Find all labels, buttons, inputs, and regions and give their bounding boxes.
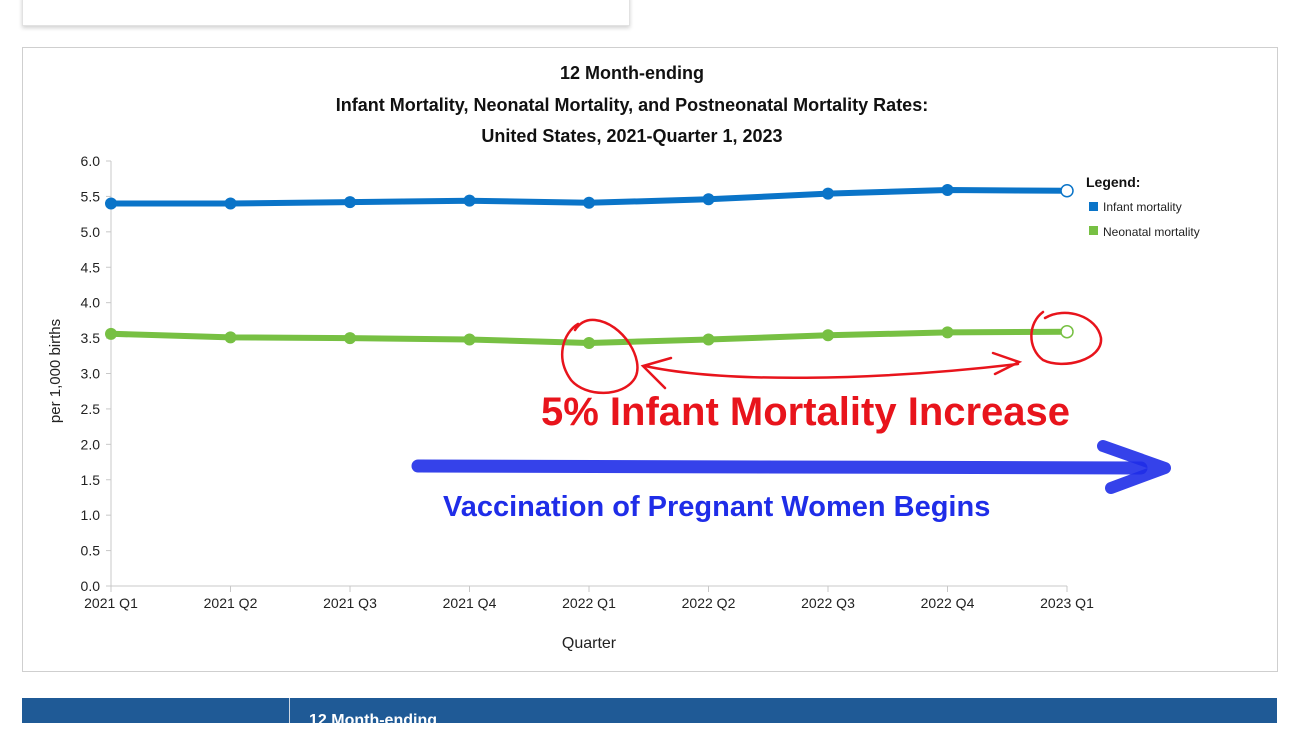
table-header-cell: 12 Month-ending	[309, 712, 437, 729]
x-tick-label: 2022 Q4	[921, 595, 975, 611]
data-point	[941, 326, 954, 339]
x-tick-label: 2021 Q2	[204, 595, 258, 611]
table-header-bar: 12 Month-ending	[22, 698, 1277, 729]
data-point	[344, 196, 356, 209]
x-tick-label: 2022 Q3	[801, 595, 855, 611]
y-tick-label: 2.0	[81, 436, 101, 452]
x-axis-label: Quarter	[562, 635, 617, 652]
top-card	[22, 0, 630, 26]
red-annotation	[561, 310, 1103, 395]
y-axis-label: per 1,000 births	[47, 319, 64, 423]
x-tick-label: 2022 Q1	[562, 595, 616, 611]
y-tick-label: 5.5	[81, 188, 101, 204]
x-tick-label: 2021 Q1	[84, 595, 138, 611]
data-point	[702, 193, 715, 206]
y-tick-label: 4.0	[81, 295, 101, 311]
legend-swatch-infant	[1089, 202, 1098, 211]
legend-title: Legend:	[1086, 174, 1140, 190]
x-tick-label: 2021 Q3	[323, 595, 377, 611]
chart-subtitle-line-1: Infant Mortality, Neonatal Mortality, an…	[336, 95, 928, 115]
data-point	[344, 332, 356, 345]
y-tick-label: 3.0	[81, 366, 101, 382]
chart-title: 12 Month-ending	[560, 63, 704, 83]
red-arrowhead-right	[991, 351, 1023, 376]
x-tick-label: 2021 Q4	[443, 595, 497, 611]
blue-annotation-text: Vaccination of Pregnant Women Begins	[443, 491, 990, 523]
series-layer	[105, 184, 1074, 350]
y-tick-label: 1.5	[81, 472, 101, 488]
legend-label-infant: Infant mortality	[1103, 200, 1182, 214]
y-tick-label: 4.5	[81, 259, 101, 275]
red-annotation-text: 5% Infant Mortality Increase	[541, 390, 1070, 434]
legend-swatch-neonatal	[1089, 226, 1098, 235]
chart-card: 12 Month-ending Infant Mortality, Neonat…	[22, 47, 1278, 672]
table-header-divider	[289, 698, 290, 723]
data-point	[463, 333, 476, 346]
data-point	[1060, 184, 1074, 198]
y-tick-label: 1.0	[81, 507, 101, 523]
axes: 0.0 0.5 1.0 1.5 2.0 2.5 3.0 3.5 4.0 4.5 5.0 5.5 6.0 2…	[81, 153, 1095, 611]
data-point	[224, 331, 237, 344]
data-point	[822, 329, 834, 342]
data-point	[583, 337, 595, 350]
data-point	[463, 194, 476, 207]
legend-label-neonatal: Neonatal mortality	[1103, 225, 1200, 239]
red-circle-left	[561, 318, 639, 395]
y-tick-label: 3.5	[81, 330, 101, 346]
y-tick-label: 6.0	[81, 153, 101, 169]
x-tick-label: 2023 Q1	[1040, 595, 1094, 611]
y-tick-label: 5.0	[81, 224, 101, 240]
chart-svg: 12 Month-ending Infant Mortality, Neonat…	[47, 63, 1200, 652]
y-tick-label: 0.5	[81, 543, 101, 559]
data-point	[822, 187, 834, 200]
red-arrowhead-left	[640, 356, 673, 390]
data-point	[941, 184, 954, 197]
y-tick-label: 0.0	[81, 578, 101, 594]
y-tick-label: 2.5	[81, 401, 101, 417]
data-point	[702, 333, 715, 346]
red-circle-right	[1030, 310, 1103, 366]
data-point	[105, 327, 117, 340]
red-double-arrow	[643, 362, 1020, 380]
x-tick-label: 2022 Q2	[682, 595, 736, 611]
blue-arrow	[411, 440, 1171, 494]
data-point	[224, 197, 237, 210]
data-point	[583, 196, 595, 209]
data-point	[105, 197, 117, 210]
data-point	[1060, 324, 1074, 339]
chart-subtitle-line-2: United States, 2021-Quarter 1, 2023	[481, 126, 782, 146]
